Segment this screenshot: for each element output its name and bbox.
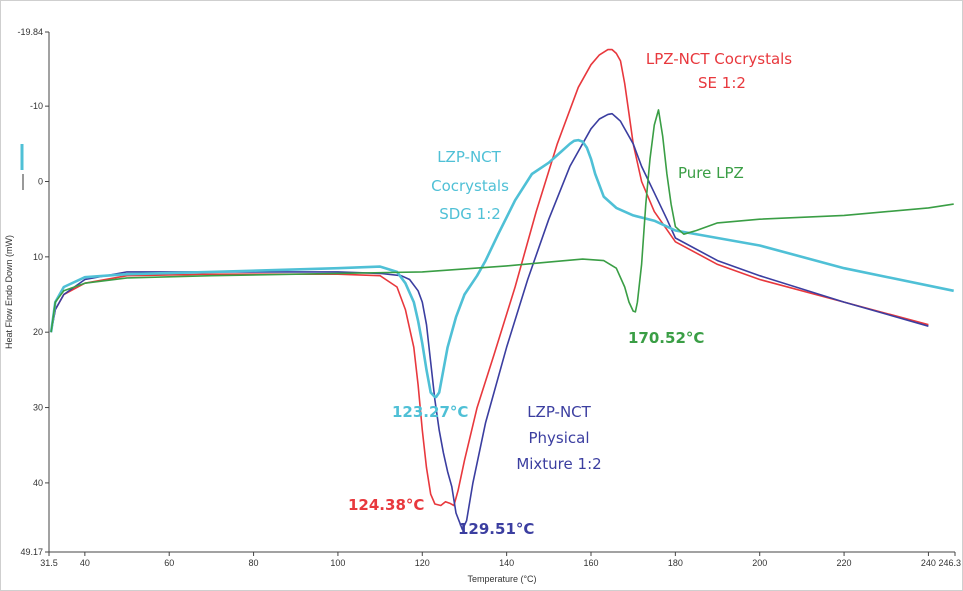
annotation-sdg-2: Cocrystals xyxy=(431,177,509,195)
annotation-peak-123: 123.27°C xyxy=(392,403,468,421)
annotation-se-title-2: SE 1:2 xyxy=(698,74,746,92)
series-line-1 xyxy=(50,112,929,531)
annotation-pm-3: Mixture 1:2 xyxy=(516,455,601,473)
legend-keys xyxy=(20,144,24,190)
x-tick-label: 120 xyxy=(415,558,430,568)
annotation-pure-lpz: Pure LPZ xyxy=(678,164,744,182)
y-tick-labels: -19.84 -10 0 10 20 30 40 49.17 xyxy=(17,27,49,557)
y-tick-label: -10 xyxy=(30,101,43,111)
annotation-pm-2: Physical xyxy=(528,429,589,447)
annotation-peak-129: 129.51°C xyxy=(458,520,534,538)
x-axis-title: Temperature (°C) xyxy=(467,574,536,584)
x-tick-label: 100 xyxy=(330,558,345,568)
series-line-0 xyxy=(50,48,929,507)
annotation-peak-124: 124.38°C xyxy=(348,496,424,514)
x-tick-label: 220 xyxy=(837,558,852,568)
x-tick-label: 160 xyxy=(583,558,598,568)
y-tick-label: -19.84 xyxy=(17,27,43,37)
y-tick-label: 40 xyxy=(33,478,43,488)
x-tick-label: 140 xyxy=(499,558,514,568)
y-tick-label: 10 xyxy=(33,252,43,262)
x-tick-label: 200 xyxy=(752,558,767,568)
x-tick-label: 31.5 xyxy=(40,558,58,568)
y-axis-title: Heat Flow Endo Down (mW) xyxy=(4,235,14,349)
x-tick-labels: 31.5 40 60 80 100 120 140 160 180 200 220 240 246.3 xyxy=(40,552,961,568)
annotation-sdg-1: LZP-NCT xyxy=(437,148,501,166)
y-tick-label: 49.17 xyxy=(20,547,43,557)
series-line-3 xyxy=(50,109,954,333)
series-group xyxy=(49,48,954,531)
annotation-sdg-3: SDG 1:2 xyxy=(439,205,501,223)
annotation-se-title-1: LPZ-NCT Cocrystals xyxy=(646,50,792,68)
series-line-2 xyxy=(49,138,954,399)
x-tick-label: 246.3 xyxy=(938,558,961,568)
x-tick-label: 40 xyxy=(80,558,90,568)
x-tick-label: 240 xyxy=(921,558,936,568)
annotations-group: LPZ-NCT Cocrystals SE 1:2 Pure LPZ LZP-N… xyxy=(348,50,792,538)
y-tick-label: 20 xyxy=(33,327,43,337)
x-tick-label: 60 xyxy=(164,558,174,568)
annotation-pm-1: LZP-NCT xyxy=(527,403,591,421)
annotation-peak-170: 170.52°C xyxy=(628,329,704,347)
y-tick-label: 30 xyxy=(33,403,43,413)
x-tick-label: 180 xyxy=(668,558,683,568)
y-tick-label: 0 xyxy=(38,176,43,186)
x-tick-label: 80 xyxy=(249,558,259,568)
